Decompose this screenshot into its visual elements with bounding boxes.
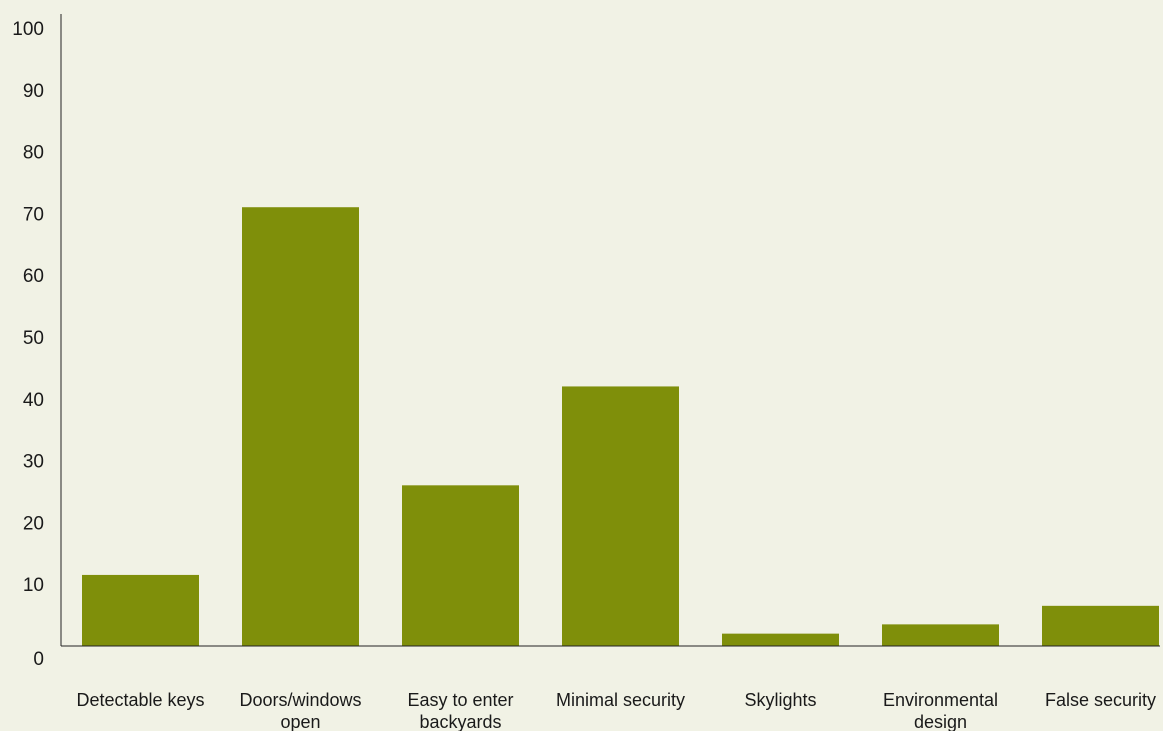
y-tick-label: 70	[23, 204, 44, 225]
bar	[722, 633, 839, 646]
x-axis-labels: Detectable keys Doors/windows open Easy to …	[76, 690, 1156, 731]
x-category-label: Detectable keys	[76, 690, 204, 710]
y-tick-label: 10	[23, 575, 44, 596]
x-category-label: Doors/windows open	[239, 690, 361, 731]
y-axis-ticks: 0 10 20 30 40 50 60 70 80 90 100	[12, 19, 44, 670]
y-tick-label: 50	[23, 328, 44, 349]
bar	[82, 574, 199, 646]
y-tick-label: 40	[23, 390, 44, 411]
bars-group	[82, 207, 1159, 646]
bar	[882, 624, 999, 646]
x-category-label: Skylights	[744, 690, 816, 710]
y-tick-label: 90	[23, 81, 44, 102]
x-category-label: Environmental design	[883, 690, 998, 731]
y-tick-label: 100	[12, 19, 44, 40]
bar	[1042, 605, 1159, 646]
x-category-label: Minimal security	[556, 690, 685, 710]
bar	[562, 386, 679, 646]
y-tick-label: 0	[33, 649, 44, 670]
x-category-label: Easy to enter backyards	[407, 690, 513, 731]
bar	[242, 207, 359, 646]
y-tick-label: 20	[23, 513, 44, 534]
y-tick-label: 80	[23, 143, 44, 164]
y-tick-label: 60	[23, 266, 44, 287]
x-category-label: False security	[1045, 690, 1156, 710]
y-tick-label: 30	[23, 452, 44, 473]
bar	[402, 485, 519, 646]
